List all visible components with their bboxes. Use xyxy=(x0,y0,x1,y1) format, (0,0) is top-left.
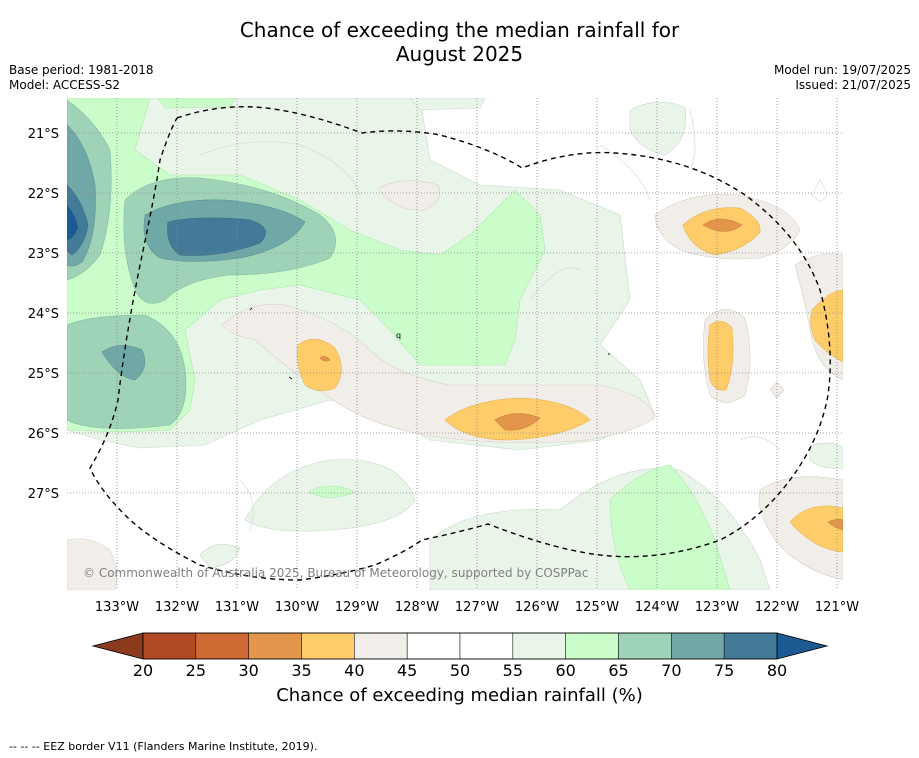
contour-lines xyxy=(199,109,829,531)
lon-label: 128°W xyxy=(395,600,439,615)
gridlines xyxy=(67,98,843,590)
colorbar-tick-label: 65 xyxy=(608,661,628,680)
colorbar-cell xyxy=(618,632,672,660)
base-period: Base period: 1981-2018 xyxy=(9,63,154,77)
map-plot-area: q © Commonwealth of Australia 2025, Bure… xyxy=(67,98,843,590)
lat-labels: 21°S 22°S 23°S 24°S 25°S 26°S 27°S xyxy=(28,127,59,502)
colorbar-cell xyxy=(671,632,725,660)
colorbar-cell xyxy=(512,632,566,660)
colorbar-tick-label: 50 xyxy=(450,661,470,680)
colorbar-cell xyxy=(565,632,619,660)
lat-label: 23°S xyxy=(28,247,59,262)
colorbar-over-arrow xyxy=(776,632,829,660)
colorbar: 20 25 30 35 40 45 50 55 60 65 70 75 80 xyxy=(91,632,829,680)
colorbar-tick-label: 35 xyxy=(291,661,311,680)
lat-label: 21°S xyxy=(28,127,59,142)
colorbar-label: Chance of exceeding median rainfall (%) xyxy=(276,685,643,706)
zone-over-80 xyxy=(67,205,78,240)
lat-label: 25°S xyxy=(28,367,59,382)
lon-label: 132°W xyxy=(155,600,199,615)
lat-label: 22°S xyxy=(28,187,59,202)
meta-right: Model run: 19/07/2025 Issued: 21/07/2025 xyxy=(774,63,911,93)
lon-label: 124°W xyxy=(635,600,679,615)
eez-border xyxy=(89,106,831,581)
lon-label: 133°W xyxy=(95,600,139,615)
map-mark-tick-2 xyxy=(249,307,253,311)
colorbar-under-arrow xyxy=(91,632,144,660)
lat-label: 27°S xyxy=(28,487,59,502)
colorbar-cell xyxy=(142,632,197,660)
lon-label: 125°W xyxy=(575,600,619,615)
colorbar-tick-label: 30 xyxy=(238,661,258,680)
map-mark-tick xyxy=(288,376,293,380)
lon-label: 129°W xyxy=(335,600,379,615)
lon-labels: 133°W 132°W 131°W 130°W 129°W 128°W 127°… xyxy=(95,600,859,615)
colorbar-tick-label: 20 xyxy=(133,661,153,680)
colorbar-cell xyxy=(406,632,461,660)
lon-label: 130°W xyxy=(275,600,319,615)
colorbar-tick-label: 70 xyxy=(661,661,681,680)
lon-label: 123°W xyxy=(695,600,739,615)
issued-date: Issued: 21/07/2025 xyxy=(795,78,911,92)
colorbar-frame xyxy=(142,632,778,660)
lon-label: 126°W xyxy=(515,600,559,615)
lon-label: 131°W xyxy=(215,600,259,615)
colorbar-tick-label: 80 xyxy=(767,661,787,680)
lon-label: 121°W xyxy=(815,600,859,615)
copyright-text: © Commonwealth of Australia 2025, Bureau… xyxy=(83,566,588,580)
meta-left: Base period: 1981-2018 Model: ACCESS-S2 xyxy=(9,63,154,93)
zone-30-35 xyxy=(319,218,843,531)
colorbar-tick-label: 60 xyxy=(555,661,575,680)
lat-label: 24°S xyxy=(28,307,59,322)
lat-label: 26°S xyxy=(28,427,59,442)
zone-75-80 xyxy=(67,184,266,256)
colorbar-cell xyxy=(248,632,302,660)
colorbar-tick-label: 25 xyxy=(186,661,206,680)
title-line-2: August 2025 xyxy=(395,42,524,66)
model-run: Model run: 19/07/2025 xyxy=(773,63,911,77)
colorbar-cell xyxy=(195,632,249,660)
colorbar-cell xyxy=(459,632,514,660)
map-mark-a: q xyxy=(396,331,401,340)
colorbar-cell xyxy=(354,632,408,660)
map-title: Chance of exceeding the median rainfall … xyxy=(0,18,919,66)
eez-legend-text: -- -- -- EEZ border V11 (Flanders Marine… xyxy=(9,740,318,753)
lon-label: 122°W xyxy=(755,600,799,615)
colorbar-tick-label: 40 xyxy=(344,661,364,680)
colorbar-tick-label: 45 xyxy=(397,661,417,680)
map-mark-dot xyxy=(608,353,610,355)
colorbar-tick-label: 75 xyxy=(714,661,734,680)
title-line-1: Chance of exceeding the median rainfall … xyxy=(239,18,680,42)
colorbar-tick-label: 55 xyxy=(503,661,523,680)
lon-label: 127°W xyxy=(455,600,499,615)
colorbar-cell xyxy=(723,632,778,660)
colorbar-cell xyxy=(301,632,355,660)
model-name: Model: ACCESS-S2 xyxy=(9,78,121,92)
